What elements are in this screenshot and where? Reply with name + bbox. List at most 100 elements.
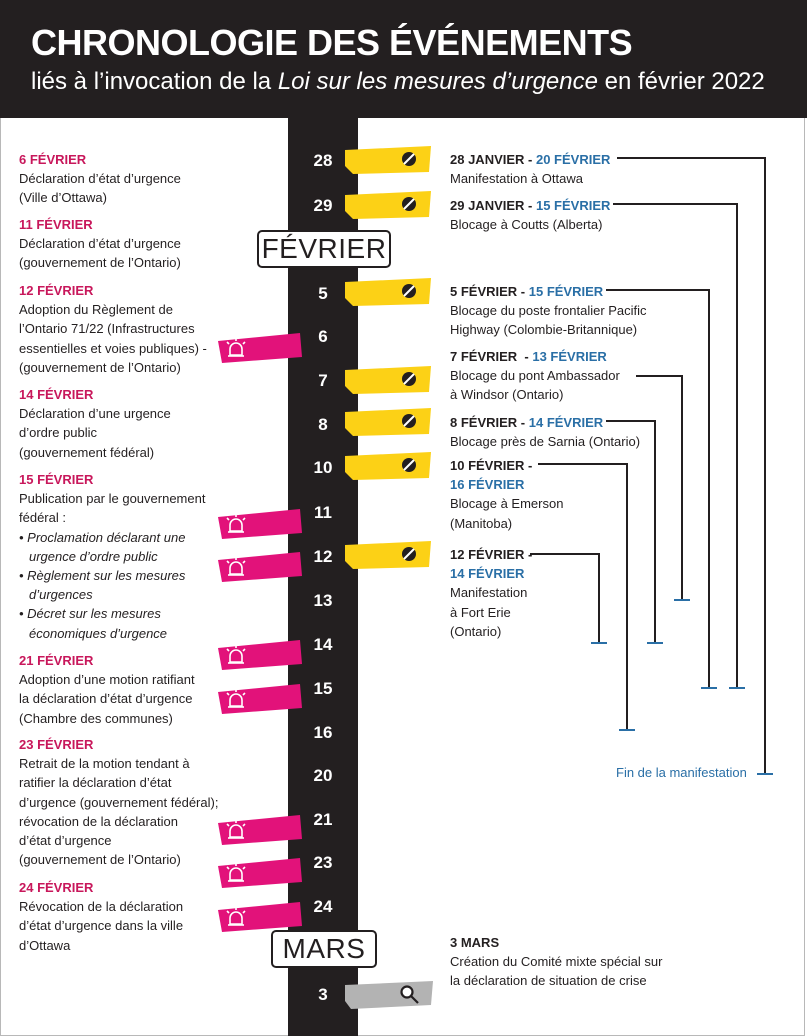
event-description: Retrait de la motion tendant à ratifier l… (19, 756, 219, 868)
inquiry-tag-3-mar (345, 981, 433, 1009)
no-entry-icon (402, 414, 416, 428)
right-event-3-mar: 3 MARS Création du Comité mixte spécial … (450, 933, 662, 991)
siren-icon (226, 689, 246, 708)
page-title: CHRONOLOGIE DES ÉVÉNEMENTS (31, 22, 633, 63)
event-description: Blocage à Coutts (Alberta) (450, 217, 603, 233)
event-range: 10 FÉVRIER -16 FÉVRIER (450, 458, 533, 493)
event-date: 23 FÉVRIER (19, 737, 94, 752)
day-16-feb: 16 (313, 723, 333, 742)
event-date: 14 FÉVRIER (19, 387, 94, 402)
day-28-jan: 28 (313, 151, 333, 170)
right-event-sarnia: 8 FÉVRIER - 14 FÉVRIER Blocage près de S… (450, 413, 640, 451)
event-date: 11 FÉVRIER (19, 217, 93, 232)
siren-icon (226, 338, 246, 357)
event-range: 8 FÉVRIER - 14 FÉVRIER (450, 415, 604, 430)
no-entry-icon (402, 197, 416, 211)
day-5-feb: 5 (318, 284, 328, 303)
alarm-tag-23 (218, 858, 302, 888)
day-23-feb: 23 (313, 853, 333, 872)
siren-icon (226, 863, 246, 882)
event-description: Adoption du Règlement de l’Ontario 71/22 … (19, 302, 207, 375)
event-description: Création du Comité mixte spécial sur la d… (450, 954, 663, 989)
page-subtitle: liés à l’invocation de la Loi sur les me… (31, 68, 765, 96)
day-3-mar: 3 (318, 985, 328, 1004)
event-description: Manifestation à Fort Erie (Ontario) (450, 585, 528, 639)
left-event-6-feb: 6 FÉVRIER Déclaration d’état d’urgence (V… (19, 150, 289, 208)
event-description: Déclaration d’une urgence d’ordre public(… (19, 406, 171, 460)
day-21-feb: 21 (313, 810, 333, 829)
blockade-tag-12 (345, 541, 431, 569)
event-description: Blocage du poste frontalier Pacific Highw… (450, 303, 647, 338)
day-15-feb: 15 (313, 679, 333, 698)
no-entry-icon (402, 372, 416, 386)
left-event-12-feb: 12 FÉVRIER Adoption du Règlement de l’Ont… (19, 281, 289, 377)
left-event-24-feb: 24 FÉVRIER Révocation de la déclaration d… (19, 878, 289, 955)
no-entry-icon (402, 152, 416, 166)
event-description: Manifestation à Ottawa (450, 171, 583, 187)
event-description: Révocation de la déclaration d’état d’urg… (19, 899, 184, 953)
blockade-tag-28 (345, 146, 431, 174)
blockade-tag-10 (345, 452, 431, 480)
right-event-emerson: 10 FÉVRIER -16 FÉVRIER Blocage à Emerson… (450, 456, 563, 533)
event-description: Publication par le gouvernement fédéral :… (19, 491, 206, 641)
magnifier-icon (400, 985, 419, 1004)
left-event-21-feb: 21 FÉVRIER Adoption d’une motion ratifia… (19, 651, 289, 728)
blockade-tag-29 (345, 191, 431, 219)
event-description: Déclaration d’état d’urgence (Ville d’Ott… (19, 171, 181, 206)
blockade-tag-7 (345, 366, 431, 394)
no-entry-icon (402, 284, 416, 298)
day-11-feb: 11 (314, 503, 332, 522)
no-entry-icon (402, 547, 416, 561)
event-date: 3 MARS (450, 935, 500, 950)
day-10-feb: 10 (313, 458, 333, 477)
blockade-tag-8 (345, 408, 431, 436)
header-banner: CHRONOLOGIE DES ÉVÉNEMENTS liés à l’invo… (0, 0, 807, 118)
subtitle-text-end: en février 2022 (597, 68, 765, 95)
right-event-fort-erie: 12 FÉVRIER -14 FÉVRIER Manifestation à Fo… (450, 545, 532, 641)
alarm-tag-15 (218, 684, 302, 714)
siren-icon (226, 820, 246, 839)
event-date: 12 FÉVRIER (19, 283, 94, 298)
event-description: Déclaration d’état d’urgence (gouvernemen… (19, 236, 181, 271)
day-14-feb: 14 (313, 635, 333, 654)
right-event-coutts: 29 JANVIER - 15 FÉVRIER Blocage à Coutts… (450, 196, 610, 234)
month-label-march: MARS (271, 930, 377, 968)
siren-icon (226, 557, 246, 576)
day-7-feb: 7 (318, 371, 328, 390)
end-of-protest-label: Fin de la manifestation (616, 765, 747, 780)
right-event-ottawa: 28 JANVIER - 20 FÉVRIER Manifestation à … (450, 150, 610, 188)
timeline-spine (288, 118, 358, 1036)
no-entry-icon (402, 458, 416, 472)
right-event-pacific-highway: 5 FÉVRIER - 15 FÉVRIER Blocage du poste … (450, 282, 647, 340)
day-12-feb: 12 (313, 547, 333, 566)
subtitle-text: liés à l’invocation de la (31, 68, 278, 95)
siren-icon (226, 907, 246, 926)
event-range: 28 JANVIER - 20 FÉVRIER (450, 152, 611, 167)
event-description: Blocage à Emerson (Manitoba) (450, 496, 564, 531)
event-description: Blocage près de Sarnia (Ontario) (450, 434, 641, 450)
event-date: 6 FÉVRIER (19, 152, 87, 167)
blockade-tag-5 (345, 278, 431, 306)
alarm-tag-14 (218, 640, 302, 670)
alarm-tag-21 (218, 815, 302, 845)
right-event-ambassador: 7 FÉVRIER - 13 FÉVRIER Blocage du pont A… (450, 347, 620, 405)
alarm-tag-11 (218, 509, 302, 539)
event-range: 12 FÉVRIER -14 FÉVRIER (450, 547, 533, 582)
left-event-23-feb: 23 FÉVRIER Retrait de la motion tendant … (19, 735, 289, 869)
event-description: Blocage du pont Ambassador à Windsor (Ont… (450, 368, 620, 403)
event-date: 15 FÉVRIER (19, 472, 94, 487)
subtitle-law-name: Loi sur les mesures d’urgence (277, 68, 598, 95)
day-13-feb: 13 (313, 591, 333, 610)
day-8-feb: 8 (318, 415, 328, 434)
day-29-jan: 29 (313, 196, 333, 215)
day-6-feb: 6 (318, 327, 328, 346)
event-date: 24 FÉVRIER (19, 880, 94, 895)
event-range: 5 FÉVRIER - 15 FÉVRIER (450, 284, 604, 299)
event-date: 21 FÉVRIER (19, 653, 94, 668)
siren-icon (226, 514, 246, 533)
left-event-14-feb: 14 FÉVRIER Déclaration d’une urgence d’or… (19, 385, 289, 462)
alarm-tag-12 (218, 552, 302, 582)
day-24-feb: 24 (313, 897, 333, 916)
event-description: Adoption d’une motion ratifiant la déclar… (19, 672, 195, 726)
month-label-february: FÉVRIER (257, 230, 391, 268)
